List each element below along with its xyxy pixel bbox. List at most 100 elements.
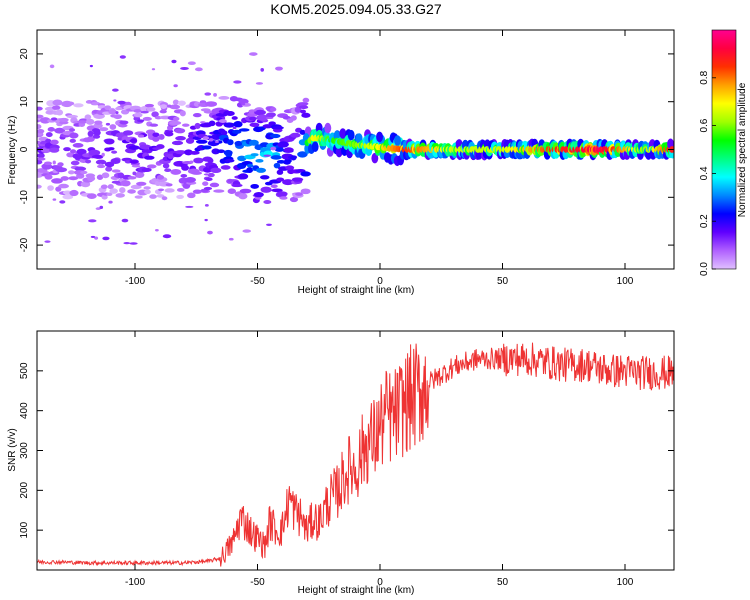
spectrogram-cell — [119, 120, 129, 125]
spectrogram-outlier — [233, 80, 242, 84]
colorbar-ramp — [711, 29, 737, 270]
spectrogram-outlier — [161, 196, 168, 201]
spectrogram-cell — [69, 189, 79, 197]
spectrogram-cell — [144, 189, 151, 195]
spectrogram-cell — [85, 173, 96, 178]
spectrogram-cell — [177, 100, 186, 106]
spectrogram-cell — [80, 181, 91, 188]
spectrogram-outlier — [115, 111, 119, 115]
spectrogram-outlier — [112, 88, 119, 92]
spectrogram-cell — [149, 194, 157, 199]
snr-ytick-label: 400 — [19, 402, 30, 419]
spectrogram-cell — [195, 139, 208, 144]
spectrogram-ylabel: Frequency (Hz) — [7, 116, 18, 185]
spectrogram-cell — [113, 114, 122, 120]
spectrogram-cell — [294, 106, 302, 113]
spectrogram-cell — [202, 181, 209, 186]
snr-panel: -100 -50 0 50 100 500 400 300 200 100 Height of s… — [7, 330, 675, 596]
spectrogram-cell — [207, 172, 215, 178]
snr-ytick-label: 100 — [19, 521, 30, 538]
colorbar-tick-label: 0.6 — [699, 118, 710, 132]
spectrogram-cell — [87, 130, 94, 137]
spectrogram-cell — [117, 123, 128, 128]
spectrogram-cell — [76, 148, 87, 155]
spectrogram-cell — [299, 129, 306, 135]
colorbar-tick-label: 0.0 — [699, 262, 710, 276]
spectrogram-cell — [58, 117, 69, 123]
spectrogram-cell — [54, 127, 66, 134]
spectrogram-outlier — [85, 159, 92, 164]
spectrogram-cell — [52, 99, 63, 106]
spectrogram-cell — [218, 96, 230, 100]
spectrogram-cell — [255, 159, 264, 163]
spectrogram-cell — [289, 196, 299, 203]
spectrogram-cell — [101, 194, 108, 200]
spectrogram-cell — [44, 161, 53, 166]
spectrogram-cell — [179, 110, 186, 117]
spectrogram-outlier — [101, 152, 105, 157]
spectrogram-outlier — [209, 138, 214, 142]
spectrogram-cell — [285, 165, 295, 171]
spectrogram-cell — [255, 167, 267, 173]
spectrogram-cell — [111, 150, 118, 154]
spectrogram-outlier — [248, 52, 258, 56]
spectrogram-cell — [69, 132, 79, 139]
spectrogram-cell — [209, 182, 220, 188]
spectrogram-cell — [191, 171, 203, 175]
spectrogram-outlier — [136, 119, 145, 123]
spectrogram-cell — [57, 162, 64, 167]
spectrogram-cell — [254, 109, 266, 116]
spectrogram-cell — [253, 191, 264, 198]
spectrogram-cell — [86, 193, 97, 200]
spectrogram-cell — [193, 157, 204, 164]
colorbar-label: Normalized spectral amplitude — [737, 82, 748, 217]
spectrogram-outlier — [123, 242, 131, 245]
spectrogram-cell — [72, 142, 84, 148]
spectrogram-ytick-label: 10 — [19, 96, 30, 108]
spectrogram-cell — [127, 176, 137, 180]
spectrogram-outlier — [158, 188, 165, 192]
spectrogram-cell — [115, 106, 123, 111]
spectrogram-cell — [127, 189, 136, 194]
spectrogram-cell — [156, 194, 165, 198]
spectrogram-outlier — [44, 240, 51, 243]
colorbar-tick-label: 0.2 — [699, 214, 710, 228]
spectrogram-outlier — [52, 198, 57, 201]
spectrogram-outlier — [241, 102, 246, 106]
spectrogram-cell — [238, 193, 248, 200]
snr-ytick-label: 500 — [19, 362, 30, 379]
spectrogram-outlier — [203, 173, 210, 176]
spectrogram-cell — [301, 112, 311, 118]
spectrogram-cell — [175, 136, 186, 141]
spectrogram-cell — [45, 132, 53, 138]
spectrogram-cell — [152, 136, 160, 142]
spectrogram-cell — [283, 147, 294, 153]
spectrogram-cell — [74, 166, 87, 171]
spectrogram-cell — [291, 177, 304, 182]
spectrogram-cell — [234, 140, 243, 146]
spectrogram-outlier — [140, 110, 149, 114]
spectrogram-outlier — [137, 134, 145, 138]
spectrogram-cell — [220, 165, 231, 170]
spectrogram-cell — [217, 149, 226, 154]
spectrogram-outlier — [203, 186, 213, 191]
spectrogram-cell — [238, 98, 249, 105]
spectrogram-cell — [211, 148, 220, 155]
spectrogram-outlier — [260, 68, 265, 72]
spectrogram-cell — [276, 177, 285, 182]
spectrogram-cell — [192, 112, 202, 118]
spectrogram-outlier — [119, 55, 126, 59]
spectrogram-outlier — [180, 66, 189, 70]
spectrogram-cell — [85, 118, 95, 125]
spectrogram-cell — [335, 146, 343, 158]
snr-xtick-label: 50 — [497, 577, 509, 588]
spectrogram-outlier — [173, 84, 178, 88]
spectrogram-ytick-label: 20 — [19, 48, 30, 60]
spectrogram-cell — [262, 124, 273, 129]
spectrogram-outlier — [90, 235, 96, 238]
spectrogram-outlier — [213, 93, 217, 97]
spectrogram-cell — [339, 128, 347, 139]
spectrogram-cell — [249, 122, 260, 128]
spectrogram-cell — [187, 192, 196, 199]
